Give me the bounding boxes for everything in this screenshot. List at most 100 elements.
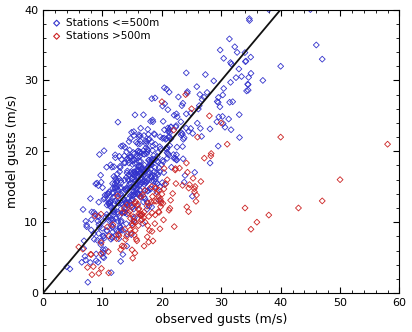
Stations >500m xyxy=(186,182,193,187)
Stations <=500m xyxy=(181,135,187,140)
Stations <=500m xyxy=(319,56,325,62)
Stations >500m xyxy=(92,213,98,218)
Stations <=500m xyxy=(113,180,120,185)
Stations <=500m xyxy=(138,169,144,174)
Stations <=500m xyxy=(83,222,90,228)
Stations <=500m xyxy=(109,234,115,239)
Stations <=500m xyxy=(166,128,172,133)
Stations <=500m xyxy=(103,228,110,234)
Stations <=500m xyxy=(150,119,156,124)
Stations <=500m xyxy=(138,178,145,183)
Stations <=500m xyxy=(245,82,251,87)
Stations <=500m xyxy=(101,255,107,260)
Stations <=500m xyxy=(118,200,125,206)
Stations <=500m xyxy=(117,165,124,170)
Stations <=500m xyxy=(117,213,123,218)
Stations <=500m xyxy=(173,111,180,117)
Stations >500m xyxy=(159,99,165,104)
Stations >500m xyxy=(164,177,171,182)
Stations <=500m xyxy=(123,221,129,226)
Stations <=500m xyxy=(131,133,137,138)
Y-axis label: model gusts (m/s): model gusts (m/s) xyxy=(5,95,19,208)
Stations <=500m xyxy=(157,184,163,190)
Stations >500m xyxy=(208,153,214,159)
Stations <=500m xyxy=(136,183,143,188)
Stations <=500m xyxy=(136,149,143,155)
Stations <=500m xyxy=(204,90,211,95)
Stations >500m xyxy=(163,181,169,186)
Stations <=500m xyxy=(136,163,143,168)
Stations <=500m xyxy=(137,138,144,144)
Stations <=500m xyxy=(140,179,147,184)
Stations <=500m xyxy=(129,221,135,226)
Stations <=500m xyxy=(154,154,161,159)
Stations <=500m xyxy=(143,180,149,186)
Stations >500m xyxy=(201,155,208,161)
Stations <=500m xyxy=(147,162,154,167)
Stations <=500m xyxy=(198,134,205,139)
Stations <=500m xyxy=(133,182,140,188)
Stations <=500m xyxy=(104,228,110,233)
Stations <=500m xyxy=(226,36,233,42)
Stations <=500m xyxy=(243,58,249,64)
Stations >500m xyxy=(161,186,167,192)
Stations <=500m xyxy=(158,162,165,167)
Stations <=500m xyxy=(130,192,136,198)
Stations <=500m xyxy=(173,123,180,128)
Stations <=500m xyxy=(211,78,217,84)
Stations >500m xyxy=(132,199,139,204)
Stations >500m xyxy=(193,193,200,198)
Stations <=500m xyxy=(144,166,150,172)
Stations >500m xyxy=(133,236,140,242)
Stations >500m xyxy=(122,237,129,242)
Stations <=500m xyxy=(127,136,133,141)
Stations <=500m xyxy=(95,183,102,188)
Stations >500m xyxy=(122,227,128,232)
Stations <=500m xyxy=(219,114,226,119)
Stations <=500m xyxy=(147,158,154,164)
Stations >500m xyxy=(134,202,141,207)
Stations <=500m xyxy=(118,180,124,186)
Stations <=500m xyxy=(164,86,170,92)
Stations <=500m xyxy=(162,182,168,187)
Stations <=500m xyxy=(131,207,137,212)
Stations <=500m xyxy=(183,125,190,131)
Stations <=500m xyxy=(112,176,119,181)
Stations >500m xyxy=(208,151,215,156)
Stations <=500m xyxy=(118,227,124,233)
Stations <=500m xyxy=(105,191,112,196)
Stations >500m xyxy=(158,201,164,206)
Stations <=500m xyxy=(165,151,171,156)
Stations <=500m xyxy=(148,157,155,162)
Stations <=500m xyxy=(110,186,116,191)
Stations <=500m xyxy=(111,201,117,206)
Stations <=500m xyxy=(157,134,164,139)
Stations <=500m xyxy=(164,107,171,112)
Stations <=500m xyxy=(138,175,145,180)
Stations <=500m xyxy=(119,195,126,201)
Stations <=500m xyxy=(165,129,172,134)
Stations <=500m xyxy=(108,164,115,170)
Stations <=500m xyxy=(149,148,156,153)
Stations <=500m xyxy=(220,121,227,126)
Stations <=500m xyxy=(96,200,102,205)
Stations <=500m xyxy=(172,124,179,129)
Stations <=500m xyxy=(171,156,177,161)
Stations <=500m xyxy=(132,191,138,197)
Stations <=500m xyxy=(141,182,147,187)
Stations <=500m xyxy=(115,201,122,206)
Stations >500m xyxy=(169,191,176,196)
Stations <=500m xyxy=(201,95,207,100)
Stations <=500m xyxy=(135,155,141,161)
Stations <=500m xyxy=(171,113,178,118)
Stations >500m xyxy=(155,194,162,199)
Stations <=500m xyxy=(146,162,153,167)
Stations <=500m xyxy=(110,208,116,213)
Stations <=500m xyxy=(98,242,104,247)
Stations <=500m xyxy=(95,214,102,220)
Stations <=500m xyxy=(153,189,160,195)
Stations >500m xyxy=(136,211,142,217)
Stations >500m xyxy=(129,222,136,227)
Stations <=500m xyxy=(144,149,150,154)
Stations <=500m xyxy=(142,138,149,143)
